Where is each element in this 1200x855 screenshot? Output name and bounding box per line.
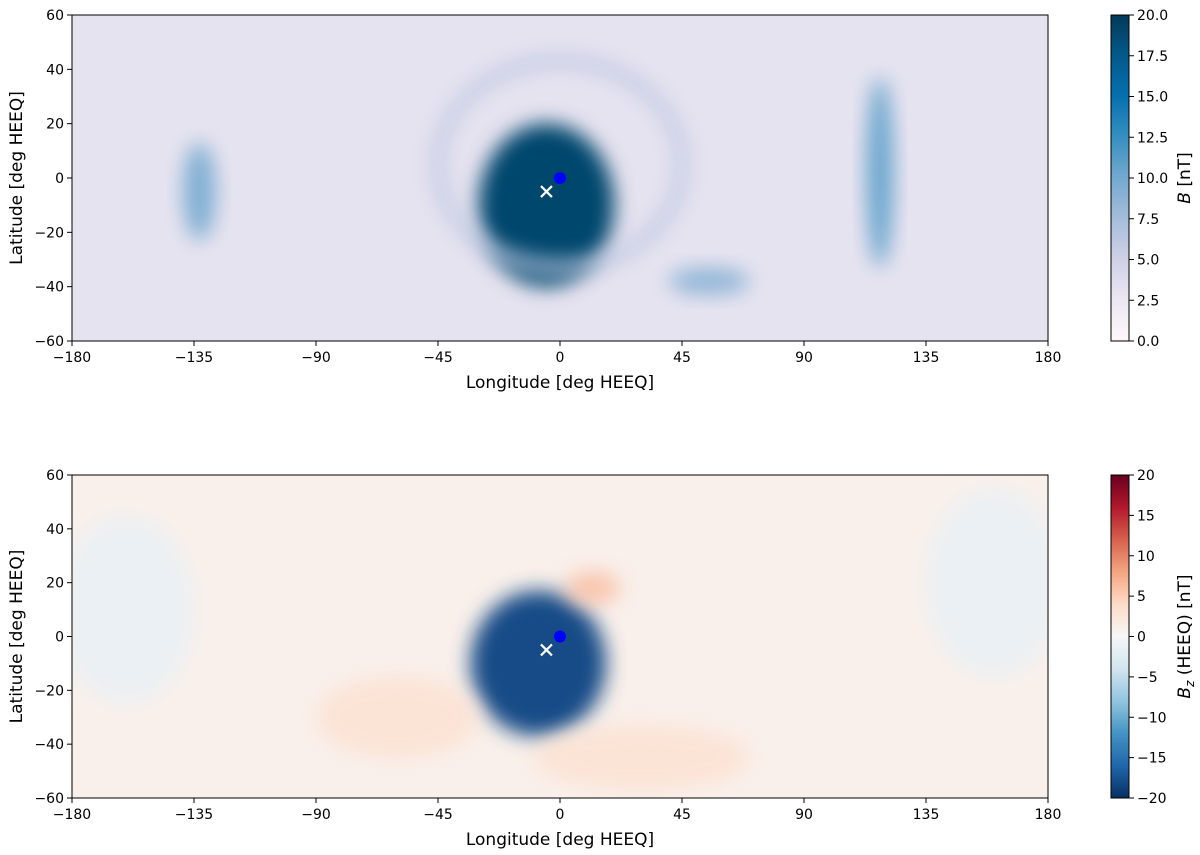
x-axis-label: Longitude [deg HEEQ] <box>466 373 654 393</box>
x-tick-label: −135 <box>175 350 213 366</box>
field-feature-patch <box>316 676 479 758</box>
colorbar-label: Bz (HEEQ) [nT] <box>1175 574 1197 698</box>
x-tick-label: −45 <box>423 350 453 366</box>
colorbar-tick-label: 0.0 <box>1137 334 1159 350</box>
y-axis-ticks: −60 −40 −20 0 20 40 60 <box>34 8 72 350</box>
y-tick-label: −20 <box>34 683 64 699</box>
colorbar-tick-label: 17.5 <box>1137 49 1168 65</box>
panel-magnitude: −180 −135 −90 −45 0 45 90 135 180 −60 −40 −20 0 20 40… <box>7 8 1195 393</box>
field-feature-patch <box>565 571 620 605</box>
x-tick-label: 90 <box>795 807 813 823</box>
field-feature-patch <box>926 488 1048 677</box>
colorbar-tick-label: −20 <box>1137 791 1167 807</box>
field-feature-patch <box>72 515 194 704</box>
colorbar-tick-label: 12.5 <box>1137 130 1168 146</box>
field-feature-core <box>470 590 607 737</box>
field-feature-shell <box>431 54 689 275</box>
field-feature-streak <box>668 267 750 295</box>
colorbar-gradient <box>1110 14 1130 342</box>
x-tick-label: 45 <box>673 350 691 366</box>
colorbar-tick-label: 0 <box>1137 630 1146 646</box>
x-axis-label: Longitude [deg HEEQ] <box>466 830 654 850</box>
y-tick-label: 20 <box>46 576 64 592</box>
spacecraft-marker <box>554 630 566 643</box>
panel-bz: −180 −135 −90 −45 0 45 90 135 180 −60 −40 −20 0 20 40… <box>7 468 1197 850</box>
colorbar-tick-label: 5.0 <box>1137 253 1159 269</box>
x-marker <box>540 643 553 657</box>
field-feature-band <box>183 142 216 241</box>
x-axis-ticks: −180 −135 −90 −45 0 45 90 135 180 <box>53 798 1062 823</box>
markers <box>540 172 566 198</box>
colorbar: 0.0 2.5 5.0 7.5 10.0 12.5 15.0 17.5 20.0 <box>1110 8 1168 350</box>
colorbar-tick-label: −10 <box>1137 710 1167 726</box>
y-axis-ticks: −60 −40 −20 0 20 40 60 <box>34 468 72 807</box>
colorbar-tick-label: 20 <box>1137 468 1155 484</box>
y-tick-label: −60 <box>34 334 64 350</box>
x-tick-label: −180 <box>53 807 91 823</box>
field-feature-patch <box>532 725 750 790</box>
spacecraft-marker <box>554 172 566 184</box>
colorbar-tick-label: 10 <box>1137 549 1155 565</box>
colorbar-tick-label: 15.0 <box>1137 90 1168 106</box>
heatmap-image <box>72 475 1048 798</box>
y-tick-label: 40 <box>46 522 64 538</box>
colorbar-tick-label: 10.0 <box>1137 171 1168 187</box>
y-tick-label: 60 <box>46 8 64 24</box>
x-tick-label: −180 <box>53 350 91 366</box>
colorbar-tick-label: 5 <box>1137 589 1146 605</box>
y-tick-label: 40 <box>46 62 64 78</box>
colorbar: −20 −15 −10 −5 0 5 10 15 20 <box>1110 468 1167 807</box>
y-tick-label: −20 <box>34 225 64 241</box>
x-tick-label: 45 <box>673 807 691 823</box>
y-tick-label: −40 <box>34 280 64 296</box>
y-axis-label: Latitude [deg HEEQ] <box>7 91 27 265</box>
y-tick-label: 20 <box>46 117 64 133</box>
x-tick-label: 135 <box>913 807 940 823</box>
colorbar-label: B [nT] <box>1175 152 1195 204</box>
y-tick-label: 60 <box>46 468 64 484</box>
x-tick-label: 180 <box>1035 807 1062 823</box>
x-tick-label: 135 <box>913 350 940 366</box>
y-tick-label: −40 <box>34 737 64 753</box>
heatmap-image <box>72 15 1048 341</box>
field-feature-band <box>866 77 894 268</box>
x-marker <box>540 185 553 198</box>
colorbar-tick-label: 7.5 <box>1137 212 1159 228</box>
colorbar-gradient <box>1110 474 1130 799</box>
x-tick-label: −90 <box>301 807 331 823</box>
colorbar-tick-label: 15 <box>1137 508 1155 524</box>
colorbar-tick-label: 2.5 <box>1137 293 1159 309</box>
y-tick-label: 0 <box>55 171 64 187</box>
colorbar-tick-label: −15 <box>1137 751 1167 767</box>
x-tick-label: −90 <box>301 350 331 366</box>
x-axis-ticks: −180 −135 −90 −45 0 45 90 135 180 <box>53 341 1062 366</box>
field-feature-core <box>478 123 615 287</box>
colorbar-tick-label: 20.0 <box>1137 8 1168 24</box>
x-tick-label: 90 <box>795 350 813 366</box>
x-tick-label: 0 <box>556 807 565 823</box>
y-tick-label: −60 <box>34 791 64 807</box>
x-tick-label: −45 <box>423 807 453 823</box>
x-tick-label: 0 <box>556 350 565 366</box>
y-tick-label: 0 <box>55 630 64 646</box>
markers <box>540 630 566 657</box>
x-tick-label: 180 <box>1035 350 1062 366</box>
x-tick-label: −135 <box>175 807 213 823</box>
y-axis-label: Latitude [deg HEEQ] <box>7 550 27 724</box>
colorbar-tick-label: −5 <box>1137 670 1158 686</box>
